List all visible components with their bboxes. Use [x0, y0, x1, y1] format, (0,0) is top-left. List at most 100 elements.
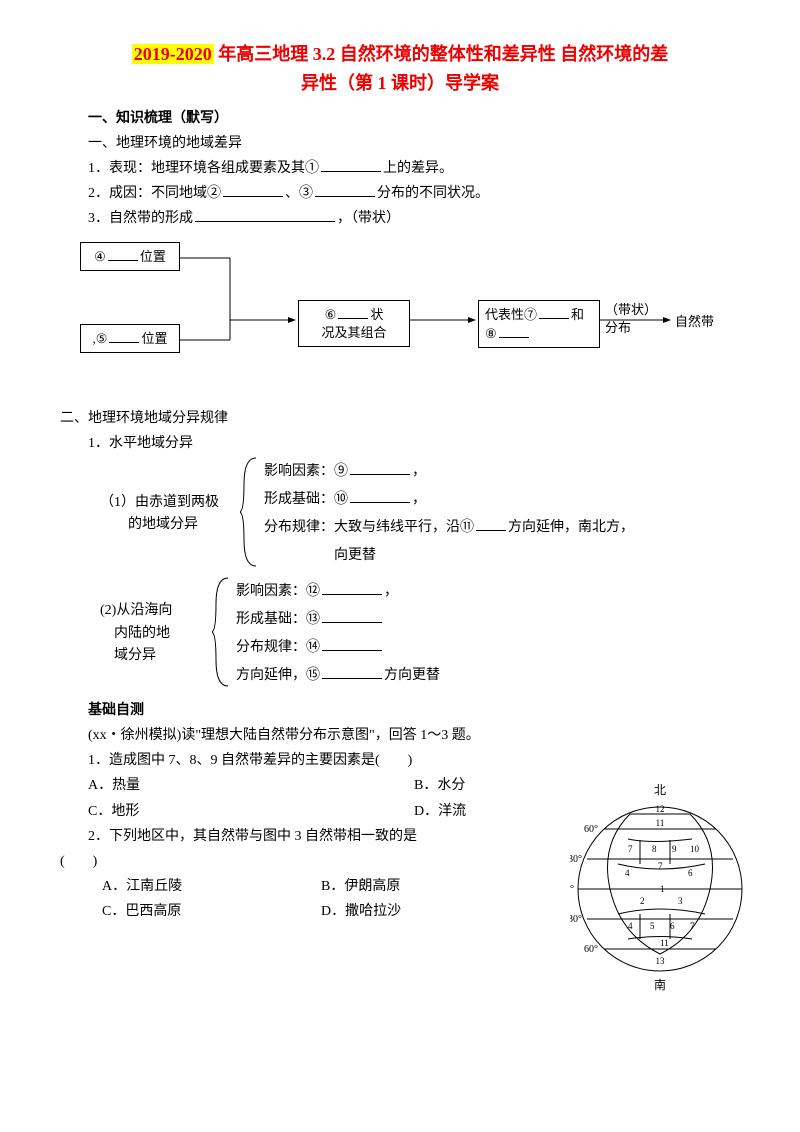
fb4b: 和 — [571, 307, 584, 322]
q1-row1: A．热量 B．水分 — [60, 773, 740, 798]
q1-row2: C．地形 D．洋流 — [60, 799, 740, 824]
svg-text:0°: 0° — [570, 884, 574, 895]
blank-4[interactable] — [195, 208, 335, 222]
svg-text:2: 2 — [640, 896, 645, 906]
svg-text:南: 南 — [654, 977, 666, 992]
bracket-1-icon — [240, 456, 258, 568]
blank-11[interactable] — [476, 517, 506, 531]
flowchart: ④位置 ,⑤位置 ⑥状况及其组合 代表性⑦和⑧ （带状） 分布 自然带 — [80, 240, 740, 400]
blank-f5[interactable] — [499, 324, 529, 338]
br1r2b: ， — [412, 492, 426, 507]
bracket-2-icon — [212, 576, 230, 688]
svg-text:5: 5 — [650, 921, 655, 931]
p3: 3．自然带的形成，（带状） — [60, 206, 740, 231]
fb3b: 状 — [370, 307, 383, 322]
svg-text:4: 4 — [628, 921, 633, 931]
blank-3[interactable] — [315, 183, 375, 197]
svg-text:6: 6 — [670, 921, 675, 931]
q2a[interactable]: A．江南丘陵 — [88, 874, 321, 899]
flow-box-1: ④ 位置 — [80, 242, 180, 271]
p2a: 2．成因：不同地域② — [88, 186, 221, 201]
svg-text:7: 7 — [658, 861, 663, 871]
br1r3b: 方向延伸，南北方， — [508, 520, 634, 535]
fb4a: 代表性⑦ — [485, 307, 537, 322]
svg-text:7: 7 — [690, 921, 695, 931]
br2r4a: 方向延伸，⑮ — [236, 668, 320, 683]
blank-f3[interactable] — [338, 305, 368, 319]
br1l2: 的地域分异 — [100, 514, 219, 536]
q2c[interactable]: C．巴西高原 — [88, 899, 321, 924]
test-intro: (xx・徐州模拟)读"理想大陆自然带分布示意图"，回答 1～3 题。 — [60, 723, 740, 748]
blank-f1[interactable] — [108, 247, 138, 261]
svg-text:13: 13 — [656, 956, 666, 966]
svg-text:10: 10 — [690, 844, 700, 854]
q1b[interactable]: B．水分 — [414, 773, 740, 798]
title-rest1: 年高三地理 3.2 自然环境的整体性和差异性 自然环境的差 — [214, 44, 669, 64]
q2-row1: A．江南丘陵 B．伊朗高原 — [60, 874, 540, 899]
svg-text:4: 4 — [625, 868, 630, 878]
section2-sub: 1．水平地域分异 — [60, 431, 740, 456]
blank-12[interactable] — [322, 581, 382, 595]
flow-out2: 分布 — [605, 316, 631, 339]
svg-text:6: 6 — [688, 868, 693, 878]
br2r3a: 分布规律：⑭ — [236, 640, 320, 655]
p1a: 1．表现：地理环境各组成要素及其① — [88, 161, 319, 176]
blank-f4[interactable] — [539, 305, 569, 319]
fb3a: ⑥ — [325, 307, 337, 322]
q2-row2: C．巴西高原 D．撒哈拉沙 — [60, 899, 540, 924]
q2: 2．下列地区中，其自然带与图中 3 自然带相一致的是 — [60, 824, 540, 849]
blank-14[interactable] — [322, 637, 382, 651]
bracket-group-2: (2)从沿海向 内陆的地 域分异 影响因素：⑫ ， 形成基础：⑬ 分布规律：⑭ 方… — [100, 576, 740, 692]
svg-text:1: 1 — [660, 884, 665, 894]
blank-1[interactable] — [321, 158, 381, 172]
br2l2: 内陆的地 — [100, 623, 172, 645]
p2b: 、③ — [285, 186, 313, 201]
p2c: 分布的不同状况。 — [377, 186, 489, 201]
q1: 1．造成图中 7、8、9 自然带差异的主要因素是( ) — [60, 748, 740, 773]
svg-text:30°: 30° — [570, 854, 582, 865]
fb2a: ,⑤ — [93, 331, 108, 346]
q1d[interactable]: D．洋流 — [414, 799, 740, 824]
br1r1b: ， — [412, 464, 426, 479]
svg-text:60°: 60° — [584, 944, 598, 955]
br2r1b: ， — [384, 584, 398, 599]
q1c[interactable]: C．地形 — [88, 799, 414, 824]
blank-2[interactable] — [223, 183, 283, 197]
blank-f2[interactable] — [109, 329, 139, 343]
fb4c: ⑧ — [485, 326, 497, 341]
br2r2a: 形成基础：⑬ — [236, 612, 320, 627]
flow-out3: 自然带 — [675, 310, 714, 333]
br2r4b: 方向更替 — [384, 668, 440, 683]
q1a[interactable]: A．热量 — [88, 773, 414, 798]
br2l3: 域分异 — [100, 645, 172, 667]
blank-13[interactable] — [322, 609, 382, 623]
blank-15[interactable] — [322, 665, 382, 679]
q2d[interactable]: D．撒哈拉沙 — [321, 899, 540, 924]
bracket-group-1: （1）由赤道到两极 的地域分异 影响因素：⑨， 形成基础：⑩， 分布规律：大致与… — [100, 456, 740, 572]
title-line2: 异性（第 1 课时）导学案 — [60, 69, 740, 98]
p1: 1．表现：地理环境各组成要素及其① 上的差异。 — [60, 156, 740, 181]
fb1b: 位置 — [140, 249, 166, 264]
self-test-heading: 基础自测 — [60, 698, 740, 723]
flow-box-2: ,⑤ 位置 — [80, 324, 180, 353]
br2-right: 影响因素：⑫ ， 形成基础：⑬ 分布规律：⑭ 方向延伸，⑮ 方向更替 — [230, 576, 440, 692]
fb2b: 位置 — [141, 331, 167, 346]
svg-text:60°: 60° — [584, 824, 598, 835]
svg-text:8: 8 — [652, 844, 657, 854]
title-hl: 2019-2020 — [132, 44, 214, 64]
section2-heading: 二、地理环境地域分异规律 — [60, 406, 740, 431]
br2-left: (2)从沿海向 内陆的地 域分异 — [100, 576, 212, 692]
q2b[interactable]: B．伊朗高原 — [321, 874, 540, 899]
flow-box-3: ⑥状况及其组合 — [298, 300, 410, 347]
br1-left: （1）由赤道到两极 的地域分异 — [100, 456, 240, 572]
br1r2a: 形成基础：⑩ — [264, 492, 348, 507]
p1b: 上的差异。 — [383, 161, 453, 176]
doc-title: 2019-2020 年高三地理 3.2 自然环境的整体性和差异性 自然环境的差 … — [60, 40, 740, 98]
br1l1: （1）由赤道到两极 — [100, 492, 219, 514]
blank-10[interactable] — [350, 489, 410, 503]
p2: 2．成因：不同地域② 、③ 分布的不同状况。 — [60, 181, 740, 206]
section1-sub: 一、地理环境的地域差异 — [60, 131, 740, 156]
fb1a: ④ — [94, 249, 106, 264]
blank-9[interactable] — [350, 461, 410, 475]
br2r1a: 影响因素：⑫ — [236, 584, 320, 599]
